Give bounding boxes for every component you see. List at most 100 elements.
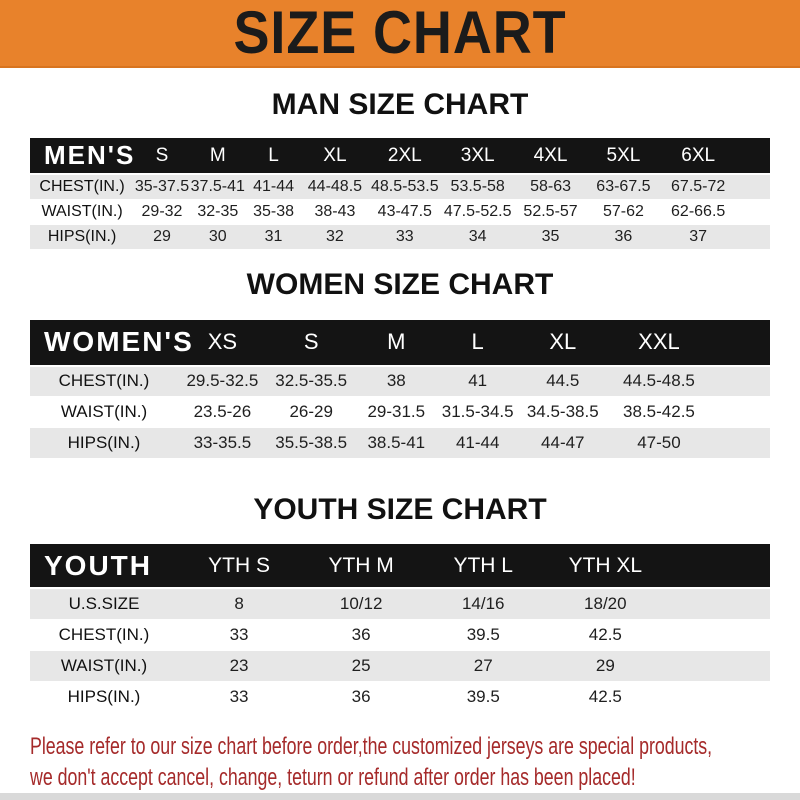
size-value-cell: 41 (436, 365, 519, 397)
size-column-header: YTH S (178, 544, 301, 589)
youth-section-heading: YOUTH SIZE CHART (253, 493, 547, 526)
spacer-cell (710, 319, 770, 367)
youth-size-table: YOUTH YTH S YTH M YTH L YTH XL U.S.SIZE 8 10/12… (30, 544, 770, 712)
size-column-header: YTH M (300, 544, 423, 589)
size-column-header: YTH L (422, 544, 545, 589)
spacer-cell (710, 365, 770, 397)
size-value-cell: 47.5-52.5 (441, 199, 515, 224)
banner: SIZE CHART (0, 0, 800, 68)
size-value-cell: 33 (368, 223, 442, 250)
row-label: CHEST(IN.) (30, 365, 178, 397)
table-row: HIPS(IN.) 29 30 31 32 33 34 35 36 37 (30, 223, 770, 250)
row-label: U.S.SIZE (30, 587, 178, 620)
size-value-cell: 44.5-48.5 (607, 365, 711, 397)
size-value-cell: 41-44 (436, 427, 519, 459)
size-value-cell: 42.5 (544, 619, 667, 650)
spacer-cell (710, 396, 770, 428)
size-value-cell: 35-37.5 (134, 173, 190, 200)
section-youth: YOUTH SIZE CHART YOUTH YTH S YTH M YTH L YTH… (0, 493, 800, 712)
size-column-header: 6XL (659, 138, 737, 175)
row-label: WAIST(IN.) (30, 199, 135, 224)
section-men: MAN SIZE CHART MEN'S S M L XL 2XL 3XL 4XL 5XL 6XL… (0, 88, 800, 250)
size-value-cell: 42.5 (544, 681, 667, 712)
size-column-header: S (266, 319, 356, 367)
size-value-cell: 38.5-41 (355, 427, 437, 459)
size-value-cell: 41-44 (245, 173, 302, 200)
size-value-cell: 10/12 (300, 587, 423, 620)
size-value-cell: 57-62 (587, 199, 660, 224)
row-label: HIPS(IN.) (30, 681, 178, 712)
spacer-cell (666, 587, 770, 620)
charts-area: MAN SIZE CHART MEN'S S M L XL 2XL 3XL 4XL 5XL 6XL… (0, 88, 800, 712)
size-column-header: XXL (607, 319, 711, 367)
row-label: HIPS(IN.) (30, 427, 178, 459)
men-section-heading: MAN SIZE CHART (271, 88, 529, 121)
size-value-cell: 37 (659, 223, 737, 250)
size-value-cell: 37.5-41 (189, 173, 246, 200)
size-column-header: XS (178, 319, 267, 367)
men-size-table: MEN'S S M L XL 2XL 3XL 4XL 5XL 6XL CHEST(IN.) 35-37… (30, 138, 770, 250)
size-value-cell: 47-50 (607, 427, 711, 459)
spacer-cell (666, 649, 770, 682)
spacer-cell (666, 681, 770, 712)
size-value-cell: 34 (441, 223, 515, 250)
size-value-cell: 31.5-34.5 (436, 396, 519, 428)
header-row: YOUTH YTH S YTH M YTH L YTH XL (30, 544, 770, 589)
table-row: WAIST(IN.) 23 25 27 29 (30, 649, 770, 682)
size-value-cell: 29 (134, 223, 190, 250)
size-value-cell: 48.5-53.5 (368, 173, 442, 200)
size-value-cell: 67.5-72 (659, 173, 737, 200)
size-value-cell: 52.5-57 (514, 199, 587, 224)
table-row: WAIST(IN.) 29-32 32-35 35-38 38-43 43-47.5 47.… (30, 199, 770, 224)
bottom-strip (0, 793, 800, 800)
size-value-cell: 38.5-42.5 (607, 396, 711, 428)
size-value-cell: 29-32 (134, 199, 190, 224)
size-value-cell: 30 (189, 223, 246, 250)
size-value-cell: 27 (422, 649, 545, 682)
spacer-cell (736, 138, 770, 175)
table-row: CHEST(IN.) 29.5-32.5 32.5-35.5 38 41 44.5 44.5… (30, 365, 770, 397)
order-note-line-2: we don't accept cancel, change, teturn o… (30, 764, 636, 791)
size-value-cell: 36 (300, 619, 423, 650)
size-value-cell: 33 (178, 619, 301, 650)
table-row: HIPS(IN.) 33 36 39.5 42.5 (30, 681, 770, 712)
header-row: MEN'S S M L XL 2XL 3XL 4XL 5XL 6XL (30, 138, 770, 175)
size-value-cell: 33-35.5 (178, 427, 267, 459)
spacer-cell (710, 427, 770, 459)
size-value-cell: 35 (514, 223, 587, 250)
row-label: HIPS(IN.) (30, 223, 135, 250)
size-value-cell: 23.5-26 (178, 396, 267, 428)
size-value-cell: 53.5-58 (441, 173, 515, 200)
size-value-cell: 63-67.5 (587, 173, 660, 200)
size-value-cell: 14/16 (422, 587, 545, 620)
women-section-heading: WOMEN SIZE CHART (246, 267, 554, 301)
size-value-cell: 38-43 (301, 199, 369, 224)
women-size-table: WOMEN'S XS S M L XL XXL CHEST(IN.) 29.5-32.5 32.5… (30, 319, 770, 459)
order-note-line-1: Please refer to our size chart before or… (30, 733, 713, 760)
row-label: WAIST(IN.) (30, 396, 178, 428)
row-label: WAIST(IN.) (30, 649, 178, 682)
size-value-cell: 36 (587, 223, 660, 250)
table-row: CHEST(IN.) 35-37.5 37.5-41 41-44 44-48.5 48.5… (30, 173, 770, 200)
size-value-cell: 44.5 (518, 365, 608, 397)
size-column-header: M (355, 319, 437, 367)
size-column-header: 3XL (441, 138, 515, 175)
spacer-cell (736, 173, 770, 200)
table-row: HIPS(IN.) 33-35.5 35.5-38.5 38.5-41 41-44 44-… (30, 427, 770, 459)
size-value-cell: 58-63 (514, 173, 587, 200)
size-column-header: L (436, 319, 519, 367)
page-title: SIZE CHART (233, 0, 567, 66)
row-label: CHEST(IN.) (30, 619, 178, 650)
size-value-cell: 32 (301, 223, 369, 250)
size-value-cell: 44-48.5 (301, 173, 369, 200)
size-column-header: S (134, 138, 190, 175)
section-women: WOMEN SIZE CHART WOMEN'S XS S M L XL XXL CHEST(… (0, 267, 800, 459)
table-row: WAIST(IN.) 23.5-26 26-29 29-31.5 31.5-34.5 34… (30, 396, 770, 428)
spacer-cell (736, 199, 770, 224)
row-label: CHEST(IN.) (30, 173, 135, 200)
size-value-cell: 43-47.5 (368, 199, 442, 224)
size-column-header: XL (301, 138, 369, 175)
table-corner-label: YOUTH (30, 544, 178, 589)
size-value-cell: 36 (300, 681, 423, 712)
size-value-cell: 39.5 (422, 619, 545, 650)
